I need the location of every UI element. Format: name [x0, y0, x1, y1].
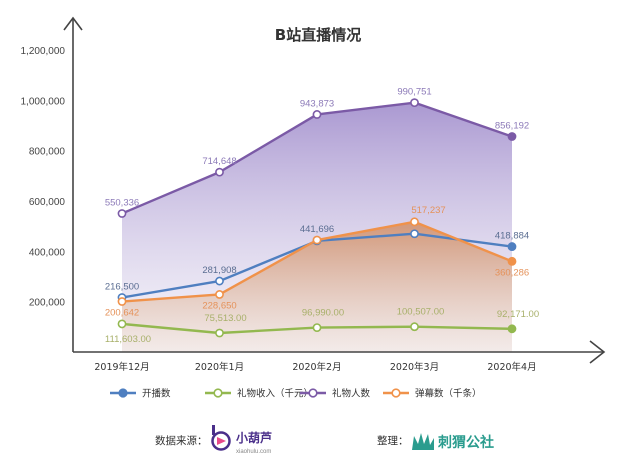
- organizer-label: 整理：: [377, 434, 409, 447]
- source-logo-icon: [211, 425, 231, 451]
- data-label: 281,908: [202, 265, 236, 276]
- legend-label: 礼物人数: [332, 388, 371, 400]
- data-label: 943,873: [300, 98, 334, 109]
- data-point: [312, 323, 322, 332]
- data-label: 360,286: [495, 267, 529, 278]
- y-ticks: 200,000 400,000 600,000 800,000 1,000,000 1,2…: [21, 46, 66, 309]
- data-point: [215, 276, 224, 286]
- data-point: [410, 229, 419, 239]
- data-point: [507, 132, 517, 141]
- data-labels: 216,500 281,908 441,696 418,884 111,603.00 75…: [105, 87, 539, 345]
- organizer-brand: 刺猬公社: [438, 434, 494, 451]
- data-point: [215, 167, 224, 177]
- data-label: 441,696: [300, 224, 334, 235]
- y-tick-label: 800,000: [29, 147, 66, 158]
- legend-swatch-marker: [391, 388, 401, 398]
- data-point: [410, 98, 419, 108]
- y-tick-label: 1,200,000: [21, 46, 66, 57]
- footer: 数据来源： 小葫芦 xiaohulu.com 整理： 刺猬公社: [155, 425, 494, 455]
- data-point: [507, 242, 517, 251]
- legend-swatch-marker: [213, 388, 223, 398]
- data-label: 418,884: [495, 231, 529, 242]
- source-label: 数据来源：: [155, 434, 208, 447]
- data-label: 216,500: [105, 282, 139, 293]
- data-label: 100,507.00: [397, 307, 445, 318]
- legend-swatch-marker: [308, 388, 318, 398]
- x-tick-label: 2020年3月: [390, 361, 439, 373]
- legend-label: 开播数: [142, 388, 171, 400]
- data-label: 200,642: [105, 308, 139, 319]
- series-area: [122, 221, 512, 352]
- data-point: [312, 235, 322, 245]
- legend-label: 弹幕数（千条）: [415, 388, 482, 400]
- hedgehog-logo-icon: [412, 433, 434, 450]
- data-point: [215, 328, 224, 338]
- x-tick-label: 2020年1月: [195, 361, 244, 373]
- source-brand: 小葫芦: [236, 430, 272, 445]
- x-tick-label: 2020年2月: [292, 361, 341, 373]
- data-point: [410, 322, 419, 332]
- data-label: 714,648: [202, 156, 236, 167]
- data-label: 75,513.00: [204, 313, 246, 324]
- data-point: [215, 290, 224, 299]
- data-point: [312, 110, 322, 119]
- data-point: [117, 209, 127, 218]
- legend: 开播数 礼物收入（千元） 礼物人数 弹幕数（千条）: [110, 388, 482, 400]
- axes: [63, 16, 606, 364]
- y-tick-label: 400,000: [29, 247, 66, 258]
- area-layer: [122, 102, 512, 352]
- chart-title: B站直播情况: [275, 26, 361, 44]
- y-tick-label: 600,000: [29, 197, 66, 208]
- data-point: [507, 256, 517, 266]
- x-ticks: 2019年12月 2020年1月 2020年2月 2020年3月 2020年4月: [94, 361, 536, 373]
- data-label: 550,336: [105, 197, 139, 208]
- data-point: [507, 324, 517, 334]
- y-tick-label: 200,000: [29, 298, 66, 309]
- x-tick-label: 2020年4月: [487, 361, 536, 373]
- data-label: 96,990.00: [302, 308, 344, 319]
- x-tick-label: 2019年12月: [94, 361, 149, 373]
- series-lines: [117, 98, 517, 338]
- data-point: [117, 297, 127, 306]
- y-axis-arrow: [63, 16, 83, 31]
- data-point: [117, 319, 127, 329]
- y-tick-label: 1,000,000: [21, 96, 66, 107]
- data-label: 990,751: [397, 87, 431, 98]
- data-label: 228,650: [202, 300, 236, 311]
- x-axis-arrow: [589, 340, 606, 364]
- legend-label: 礼物收入（千元）: [237, 388, 313, 400]
- legend-swatch-marker: [118, 388, 128, 398]
- data-point: [410, 217, 419, 227]
- data-label: 517,237: [411, 205, 445, 216]
- data-label: 111,603.00: [105, 334, 151, 345]
- data-label: 856,192: [495, 121, 529, 132]
- source-url: xiaohulu.com: [236, 449, 271, 455]
- data-label: 92,171.00: [497, 309, 539, 320]
